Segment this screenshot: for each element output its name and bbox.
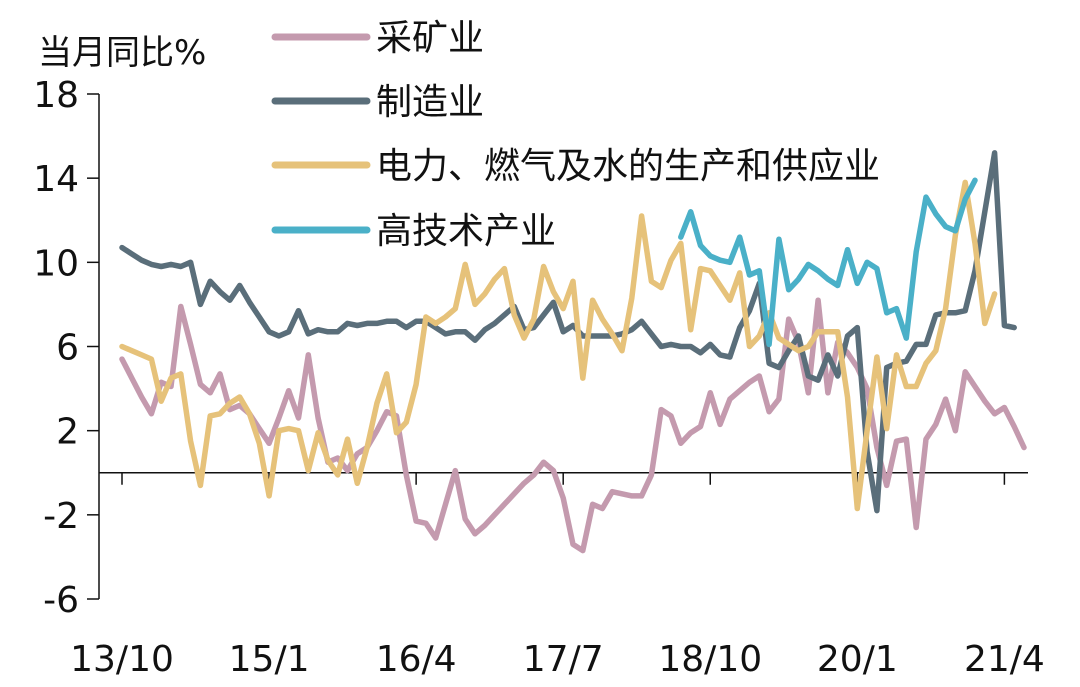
legend-label-hightech: 高技术产业	[376, 211, 556, 252]
x-tick-label: 13/10	[70, 639, 174, 680]
series-layer	[119, 150, 1027, 554]
legend-label-mining: 采矿业	[376, 18, 484, 59]
y-axis-label: 当月同比%	[38, 33, 206, 73]
y-tick-label: 10	[33, 243, 79, 284]
series-line-manufacturing	[119, 150, 1017, 514]
series-line-mining	[119, 297, 1027, 554]
y-tick-label: 14	[33, 159, 79, 200]
series-line-utilities	[119, 179, 998, 512]
series-line-hightech	[678, 177, 978, 348]
x-tick-label: 18/10	[658, 639, 762, 680]
x-tick-label: 16/4	[376, 639, 457, 680]
legend-label-manufacturing: 制造业	[376, 82, 484, 123]
legend-item-hightech: 高技术产业	[271, 211, 556, 252]
x-tick-label: 15/1	[229, 639, 310, 680]
legend-item-mining: 采矿业	[271, 18, 484, 59]
legend-item-utilities: 电力、燃气及水的生产和供应业	[271, 146, 880, 187]
y-tick-label: 2	[56, 412, 79, 453]
legend-label-utilities: 电力、燃气及水的生产和供应业	[376, 146, 880, 187]
y-tick-label: 18	[33, 75, 79, 116]
axes: 18 14 10 6 2 -2 -6 13/10 15/1 16/4 17/7 18/10 20/1 21…	[33, 75, 1045, 680]
x-tick-label: 17/7	[523, 639, 604, 680]
y-tick-label: -2	[43, 496, 79, 537]
legend: 采矿业 制造业 电力、燃气及水的生产和供应业 高技术产业	[271, 18, 880, 252]
x-tick-label: 21/4	[964, 639, 1045, 680]
x-tick-label: 20/1	[817, 639, 898, 680]
y-tick-label: -6	[43, 580, 79, 621]
legend-item-manufacturing: 制造业	[271, 82, 484, 123]
y-tick-label: 6	[56, 328, 79, 369]
